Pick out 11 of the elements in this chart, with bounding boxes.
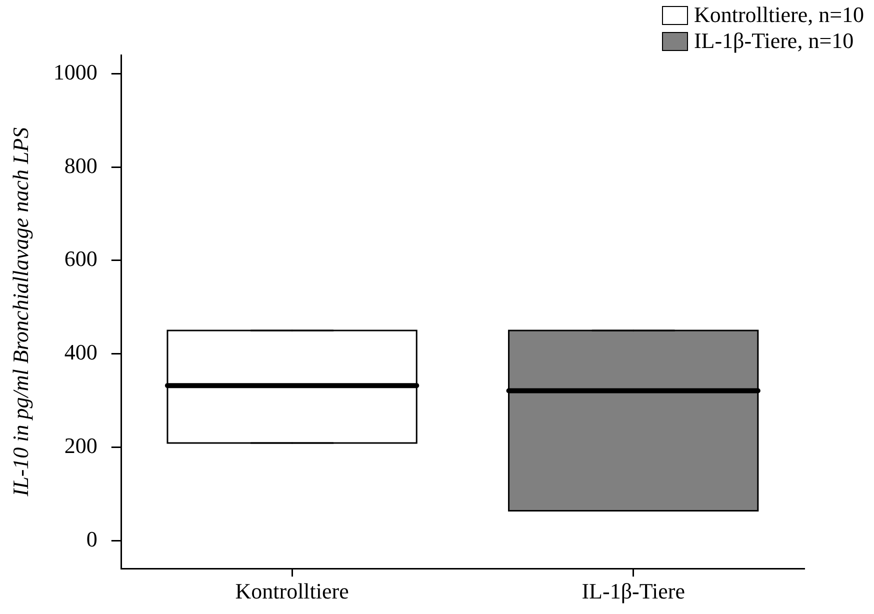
y-tick-label: 0: [86, 526, 98, 552]
y-axis-title: IL-10 in pg/ml Bronchiallavage nach LPS: [8, 127, 33, 498]
legend-label: IL-1β-Tiere, n=10: [694, 28, 854, 54]
x-tick-label: IL-1β-Tiere: [582, 578, 685, 604]
y-tick-label: 1000: [53, 59, 98, 84]
text: Kontrolltiere, n=10: [694, 2, 864, 28]
x-tick-label: Kontrolltiere: [235, 578, 349, 604]
y-tick-label: 800: [64, 152, 98, 178]
y-tick-label: 600: [64, 246, 98, 272]
y-tick-label: 400: [64, 340, 98, 365]
y-tick-label: 200: [64, 432, 98, 458]
